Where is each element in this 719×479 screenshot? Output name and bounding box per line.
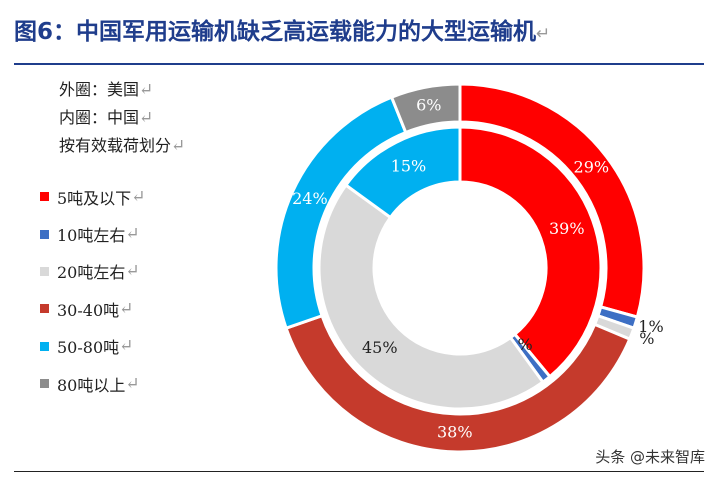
- legend-swatch: [40, 379, 49, 389]
- outer-ring-data-label: 38%: [437, 422, 473, 441]
- return-mark: ↵: [125, 373, 140, 394]
- title-divider: [14, 63, 704, 65]
- legend-swatch: [40, 266, 49, 276]
- legend-swatch: [40, 229, 49, 239]
- legend-label: 5吨及以下: [57, 188, 132, 208]
- legend-item: 5吨及以下 ↵: [40, 178, 145, 215]
- inner-ring-slice: [458, 125, 603, 379]
- outer-ring-data-label: 29%: [574, 158, 610, 177]
- outer-ring-data-label: 1%: [638, 317, 663, 336]
- return-mark: ↵: [119, 336, 134, 357]
- return-mark: ↵: [131, 186, 146, 207]
- legend-swatch: [40, 304, 49, 314]
- chart-title: 图6：中国军用运输机缺乏高运载能力的大型运输机↵: [14, 19, 551, 45]
- outer-ring-slice: [389, 82, 462, 135]
- return-mark: ↵: [125, 224, 140, 245]
- return-mark: ↵: [125, 261, 140, 282]
- legend-label: 50-80吨: [57, 338, 120, 358]
- inner-ring-slice: [343, 125, 462, 220]
- outer-ring-data-label: 6%: [416, 95, 441, 114]
- note-basis: 按有效载荷划分↵: [59, 136, 186, 156]
- note-outer-ring: 外圈：美国↵: [59, 80, 154, 100]
- legend-swatch: [40, 192, 49, 202]
- legend-item: 10吨左右 ↵: [40, 215, 145, 252]
- note-inner-ring: 内圈：中国↵: [59, 108, 154, 128]
- outer-ring-data-label: 24%: [292, 189, 328, 208]
- bottom-divider: [14, 471, 704, 472]
- legend-item: 30-40吨 ↵: [40, 290, 145, 327]
- watermark: 头条 @未来智库: [595, 448, 705, 466]
- legend-label: 30-40吨: [57, 300, 120, 320]
- legend-item: 20吨左右 ↵: [40, 253, 145, 290]
- legend: 5吨及以下 ↵ 10吨左右 ↵ 20吨左右 ↵ 30-40吨 ↵ 50-80吨 ↵ 80吨以上 ↵: [40, 178, 145, 402]
- inner-ring-slice: [317, 183, 545, 411]
- legend-label: 80吨以上: [57, 375, 126, 395]
- legend-label: 10吨左右: [57, 226, 126, 246]
- inner-ring-data-label: 45%: [362, 338, 398, 357]
- outer-ring-slice: [284, 313, 632, 454]
- inner-ring-data-label: 15%: [391, 156, 427, 175]
- legend-item: 50-80吨 ↵: [40, 328, 145, 365]
- legend-swatch: [40, 341, 49, 351]
- outer-ring-data-label: %: [639, 329, 654, 348]
- legend-label: 20吨左右: [57, 263, 126, 283]
- return-mark: ↵: [119, 298, 134, 319]
- inner-ring-data-label: 39%: [549, 219, 585, 238]
- legend-item: 80吨以上 ↵: [40, 365, 145, 402]
